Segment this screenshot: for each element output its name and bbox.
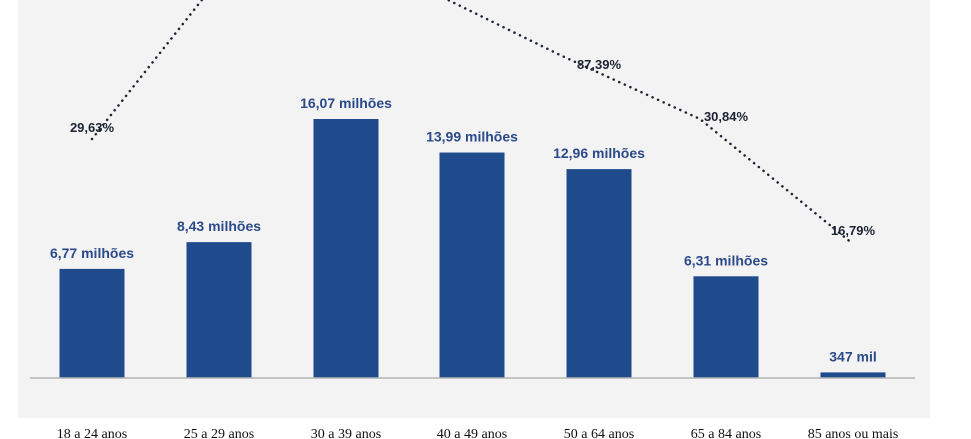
category-label-5: 50 a 64 anos	[564, 427, 634, 439]
bar-value-label-4: 13,99 milhões	[426, 129, 518, 145]
percent-label-5: 87,39%	[577, 57, 622, 72]
category-label-7: 85 anos ou mais	[808, 427, 899, 439]
category-label-2: 25 a 29 anos	[184, 427, 254, 439]
category-label-3: 30 a 39 anos	[311, 427, 381, 439]
category-label-1: 18 a 24 anos	[57, 427, 127, 439]
labels-layer: 6,77 milhões 18 a 24 anos 8,43 milhões 25 a…	[50, 57, 898, 439]
category-label-4: 40 a 49 anos	[437, 427, 507, 439]
bars-layer	[59, 119, 886, 378]
bar-4	[439, 152, 505, 378]
bar-6	[693, 276, 759, 378]
category-label-6: 65 a 84 anos	[691, 427, 761, 439]
bar-3	[313, 119, 379, 378]
bar-value-label-6: 6,31 milhões	[684, 252, 768, 268]
bar-value-label-3: 16,07 milhões	[300, 95, 392, 111]
bar-value-label-7: 347 mil	[829, 348, 876, 364]
bar-2	[186, 242, 252, 378]
bar-7	[820, 372, 886, 378]
bar-value-label-1: 6,77 milhões	[50, 245, 134, 261]
percent-label-6: 30,84%	[704, 109, 749, 124]
bar-value-label-5: 12,96 milhões	[553, 145, 645, 161]
bar-5	[566, 169, 632, 378]
percent-label-7: 16,79%	[831, 223, 876, 238]
bar-1	[59, 268, 125, 378]
percent-label-1: 29,63%	[70, 120, 115, 135]
bar-value-label-2: 8,43 milhões	[177, 218, 261, 234]
